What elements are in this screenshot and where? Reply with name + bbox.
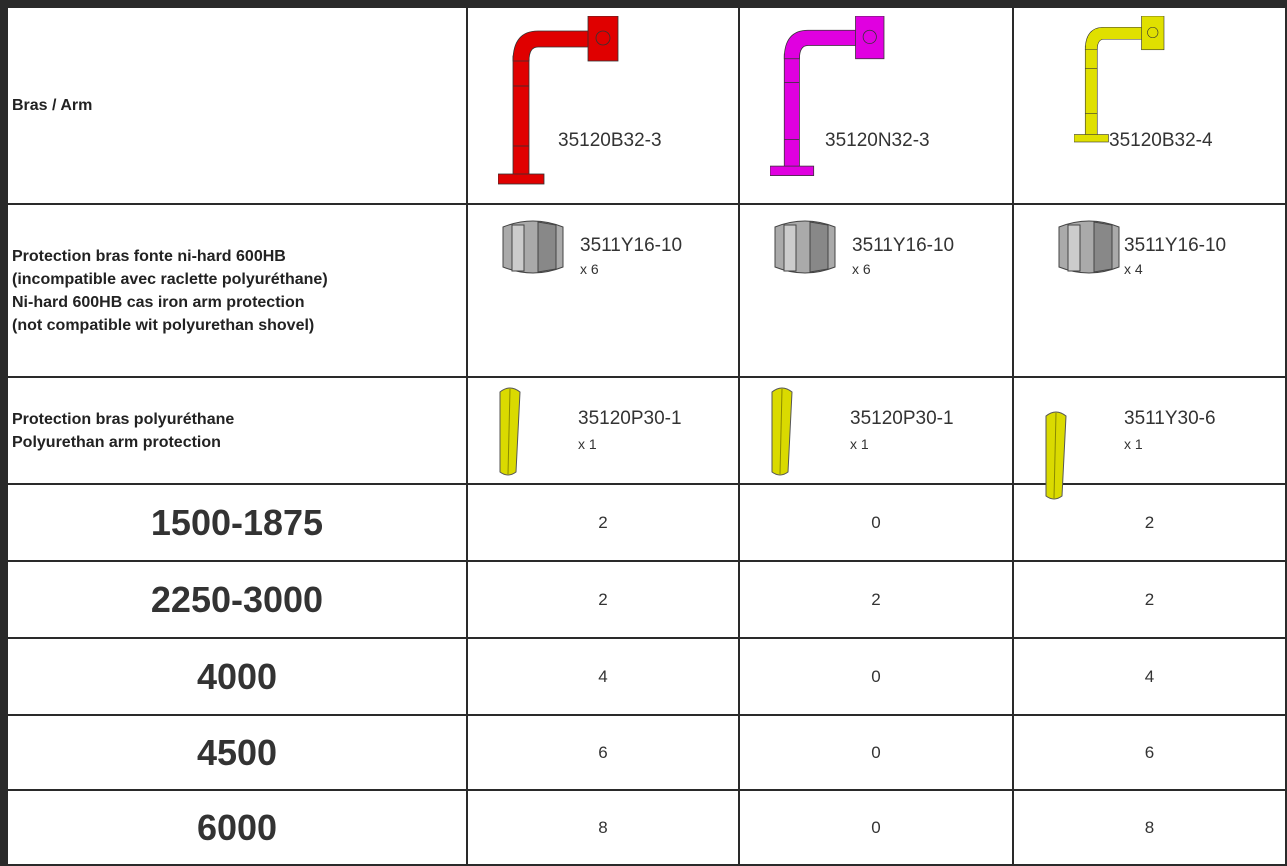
size-label: 6000 — [8, 791, 468, 866]
label-line: Bras / Arm — [12, 97, 93, 114]
label-line: Ni-hard 600HB cas iron arm protection — [12, 293, 305, 311]
count: 0 — [740, 485, 1014, 562]
count: 2 — [1014, 562, 1287, 639]
part-code: 35120N32-3 — [825, 130, 930, 151]
protection-image — [502, 220, 564, 274]
item-cell: 3511Y16-10 x 4 — [1014, 205, 1287, 378]
label-line: Polyurethan arm protection — [12, 433, 221, 451]
label-line: (incompatible avec raclette polyuréthane… — [12, 270, 328, 288]
count: 2 — [1014, 485, 1287, 562]
arm-image — [770, 16, 885, 176]
size-label: 1500-1875 — [8, 485, 468, 562]
tube-image — [771, 387, 793, 476]
item-cell: 35120P30-1 x 1 — [740, 378, 1014, 485]
count: 8 — [1014, 791, 1287, 866]
count: 2 — [468, 485, 740, 562]
count: 2 — [468, 562, 740, 639]
count: 4 — [1014, 639, 1287, 716]
count: 6 — [468, 716, 740, 791]
part-code: 35120B32-4 — [1109, 130, 1213, 151]
count: 4 — [468, 639, 740, 716]
quantity: x 1 — [850, 436, 869, 452]
quantity: x 1 — [578, 436, 597, 452]
arm-image — [498, 16, 619, 185]
protection-image — [774, 220, 836, 274]
item-cell: 3511Y16-10 x 6 — [468, 205, 740, 378]
size-label: 2250-3000 — [8, 562, 468, 639]
row-label: Protection bras polyuréthane Polyurethan … — [8, 378, 468, 485]
tube-image — [1045, 411, 1067, 500]
part-code: 35120P30-1 — [850, 408, 954, 429]
label-line: Protection bras polyuréthane — [12, 410, 235, 428]
quantity: x 6 — [580, 261, 599, 277]
item-cell: 3511Y16-10 x 6 — [740, 205, 1014, 378]
part-code: 3511Y16-10 — [1124, 235, 1227, 256]
count: 0 — [740, 639, 1014, 716]
label-line: (not compatible wit polyurethan shovel) — [12, 316, 315, 334]
size-label: 4000 — [8, 639, 468, 716]
item-cell: 35120B32-3 — [468, 8, 740, 205]
count: 0 — [740, 791, 1014, 866]
count: 6 — [1014, 716, 1287, 791]
count: 8 — [468, 791, 740, 866]
item-cell: 35120N32-3 — [740, 8, 1014, 205]
item-cell: 35120B32-4 — [1014, 8, 1287, 205]
count: 2 — [740, 562, 1014, 639]
label-line: Protection bras fonte ni-hard 600HB — [12, 247, 286, 265]
protection-image — [1058, 220, 1120, 274]
size-label: 4500 — [8, 716, 468, 791]
item-cell: 35120P30-1 x 1 — [468, 378, 740, 485]
part-code: 3511Y16-10 — [852, 235, 955, 256]
quantity: x 4 — [1124, 261, 1143, 277]
tube-image — [499, 387, 521, 476]
count: 0 — [740, 716, 1014, 791]
item-cell: 3511Y30-6 x 1 — [1014, 378, 1287, 500]
part-code: 35120B32-3 — [558, 130, 662, 151]
row-label: Bras / Arm — [8, 8, 468, 205]
part-code: 35120P30-1 — [578, 408, 682, 429]
quantity: x 6 — [852, 261, 871, 277]
part-code: 3511Y16-10 — [580, 235, 683, 256]
row-label: Protection bras fonte ni-hard 600HB (inco… — [8, 205, 468, 378]
arm-image — [1074, 16, 1165, 143]
quantity: x 1 — [1124, 436, 1143, 452]
part-code: 3511Y30-6 — [1124, 408, 1216, 429]
